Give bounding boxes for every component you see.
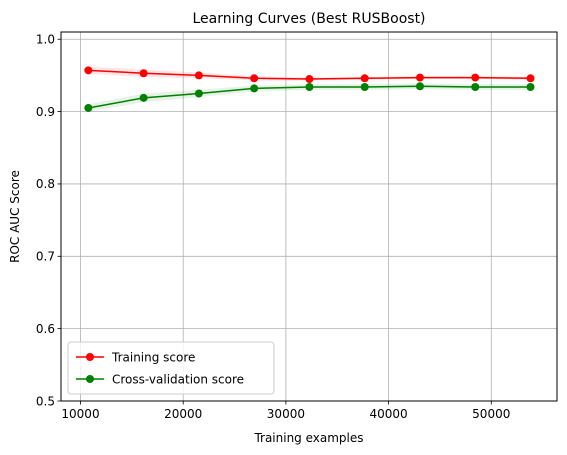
chart-title: Learning Curves (Best RUSBoost) — [192, 11, 425, 27]
training-score-point — [194, 71, 203, 80]
training-score-point — [471, 73, 480, 82]
plot-area-frame — [60, 31, 558, 402]
legend-cross-validation-marker — [86, 375, 94, 383]
legend-box — [67, 341, 275, 395]
x-tick-label: 20000 — [164, 407, 202, 421]
cross-validation-score-point — [250, 84, 259, 93]
x-axis-label: Training examples — [253, 431, 363, 445]
cross-validation-score-point — [84, 103, 93, 112]
legend: Training score Cross-validation score — [67, 341, 275, 395]
training-score-point — [415, 73, 424, 82]
grid-lines — [61, 32, 557, 402]
x-tick-label: 50000 — [472, 407, 510, 421]
x-tick-label: 40000 — [369, 407, 407, 421]
legend-cross-validation-label: Cross-validation score — [112, 372, 244, 386]
series-lines — [84, 66, 535, 112]
training-score-point — [250, 74, 259, 83]
x-tick-label: 10000 — [61, 407, 99, 421]
cross-validation-score-point — [305, 82, 314, 91]
cross-validation-score-point — [415, 82, 424, 91]
y-tick-label: 0.6 — [36, 322, 55, 336]
axis-ticks: 10000 20000 30000 40000 50000 0.5 0.6 0.7 0.8 0.9… — [36, 33, 510, 421]
y-tick-label: 0.9 — [36, 105, 55, 119]
cross-validation-score-point — [526, 82, 535, 91]
cross-validation-score-point — [194, 89, 203, 98]
cross-validation-score-point — [360, 82, 369, 91]
y-tick-label: 0.8 — [36, 177, 55, 191]
legend-training-marker — [86, 353, 94, 361]
training-score-point — [84, 66, 93, 75]
y-tick-label: 0.5 — [36, 394, 55, 408]
training-score-point — [139, 69, 148, 78]
legend-training-label: Training score — [111, 350, 195, 364]
y-axis-label: ROC AUC Score — [8, 170, 22, 263]
training-score-point — [526, 74, 535, 83]
training-score-point — [360, 74, 369, 83]
training-score-point — [305, 75, 314, 84]
y-tick-label: 0.7 — [36, 250, 55, 264]
x-tick-label: 30000 — [267, 407, 305, 421]
y-tick-label: 1.0 — [36, 33, 55, 47]
cross-validation-score-point — [139, 93, 148, 102]
cross-validation-score-point — [471, 82, 480, 91]
